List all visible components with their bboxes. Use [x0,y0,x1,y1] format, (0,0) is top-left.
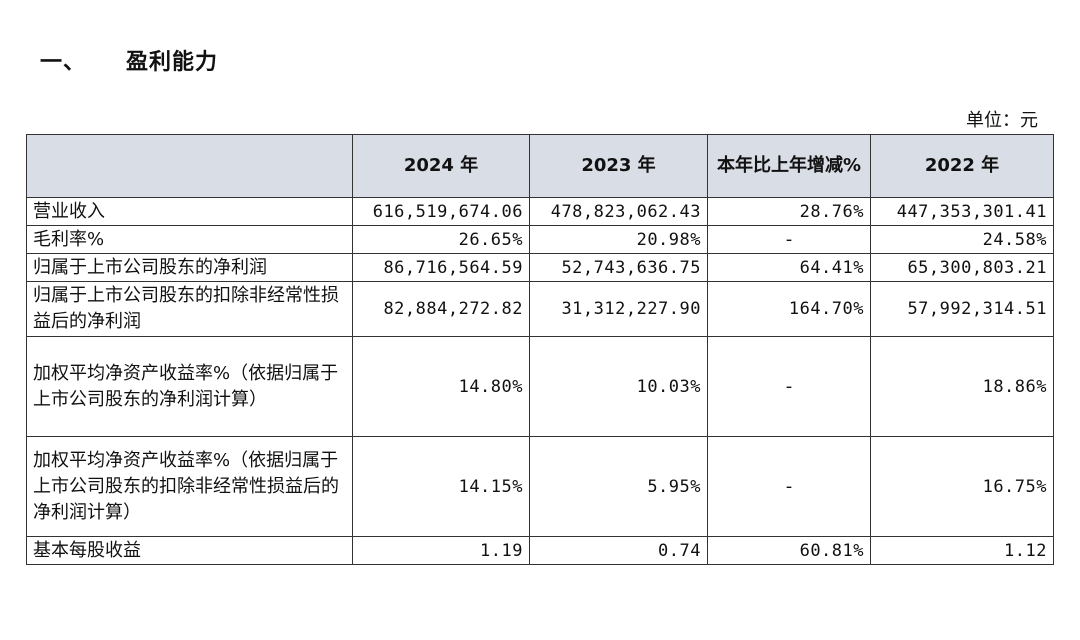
row-label: 加权平均净资产收益率%（依据归属于上市公司股东的净利润计算） [26,336,353,437]
value-2023: 31,312,227.90 [529,281,708,337]
unit-note: 单位：元 [966,110,1038,131]
table-row: 基本每股收益 1.19 0.74 60.81% 1.12 [26,536,1054,565]
value-2024: 1.19 [352,536,530,565]
header-change: 本年比上年增减% [707,134,871,198]
value-2023: 52,743,636.75 [529,253,708,282]
header-2022: 2022 年 [870,134,1054,198]
value-change: - [707,436,871,537]
table-row: 归属于上市公司股东的净利润 86,716,564.59 52,743,636.7… [26,253,1054,282]
value-2024: 14.15% [352,436,530,537]
section-number: 一、 [40,50,87,75]
row-label: 营业收入 [26,197,353,226]
table-row: 毛利率% 26.65% 20.98% - 24.58% [26,225,1054,254]
value-change: - [707,225,871,254]
table-row: 营业收入 616,519,674.06 478,823,062.43 28.76… [26,197,1054,226]
value-2023: 20.98% [529,225,708,254]
table-row: 加权平均净资产收益率%（依据归属于上市公司股东的净利润计算） 14.80% 10… [26,336,1054,437]
value-change: - [707,336,871,437]
value-2024: 616,519,674.06 [352,197,530,226]
section-title: 盈利能力 [126,50,219,75]
value-2022: 447,353,301.41 [870,197,1054,226]
value-2024: 86,716,564.59 [352,253,530,282]
value-2023: 10.03% [529,336,708,437]
value-2024: 26.65% [352,225,530,254]
value-2024: 82,884,272.82 [352,281,530,337]
row-label: 基本每股收益 [26,536,353,565]
table-row: 加权平均净资产收益率%（依据归属于上市公司股东的扣除非经常性损益后的净利润计算）… [26,436,1054,537]
value-2023: 5.95% [529,436,708,537]
row-label: 加权平均净资产收益率%（依据归属于上市公司股东的扣除非经常性损益后的净利润计算） [26,436,353,537]
header-2023: 2023 年 [529,134,708,198]
header-label-cell [26,134,353,198]
row-label: 归属于上市公司股东的扣除非经常性损益后的净利润 [26,281,353,337]
table-row: 归属于上市公司股东的扣除非经常性损益后的净利润 82,884,272.82 31… [26,281,1054,337]
row-label: 毛利率% [26,225,353,254]
value-2022: 16.75% [870,436,1054,537]
value-2022: 1.12 [870,536,1054,565]
value-2023: 478,823,062.43 [529,197,708,226]
table-header-row: 2024 年 2023 年 本年比上年增减% 2022 年 [26,134,1054,198]
profitability-table: 2024 年 2023 年 本年比上年增减% 2022 年 营业收入 616,5… [26,134,1054,565]
value-change: 64.41% [707,253,871,282]
value-2022: 24.58% [870,225,1054,254]
value-2022: 57,992,314.51 [870,281,1054,337]
row-label: 归属于上市公司股东的净利润 [26,253,353,282]
value-2022: 18.86% [870,336,1054,437]
value-2022: 65,300,803.21 [870,253,1054,282]
value-2024: 14.80% [352,336,530,437]
value-change: 28.76% [707,197,871,226]
value-change: 60.81% [707,536,871,565]
value-2023: 0.74 [529,536,708,565]
header-2024: 2024 年 [352,134,530,198]
value-change: 164.70% [707,281,871,337]
